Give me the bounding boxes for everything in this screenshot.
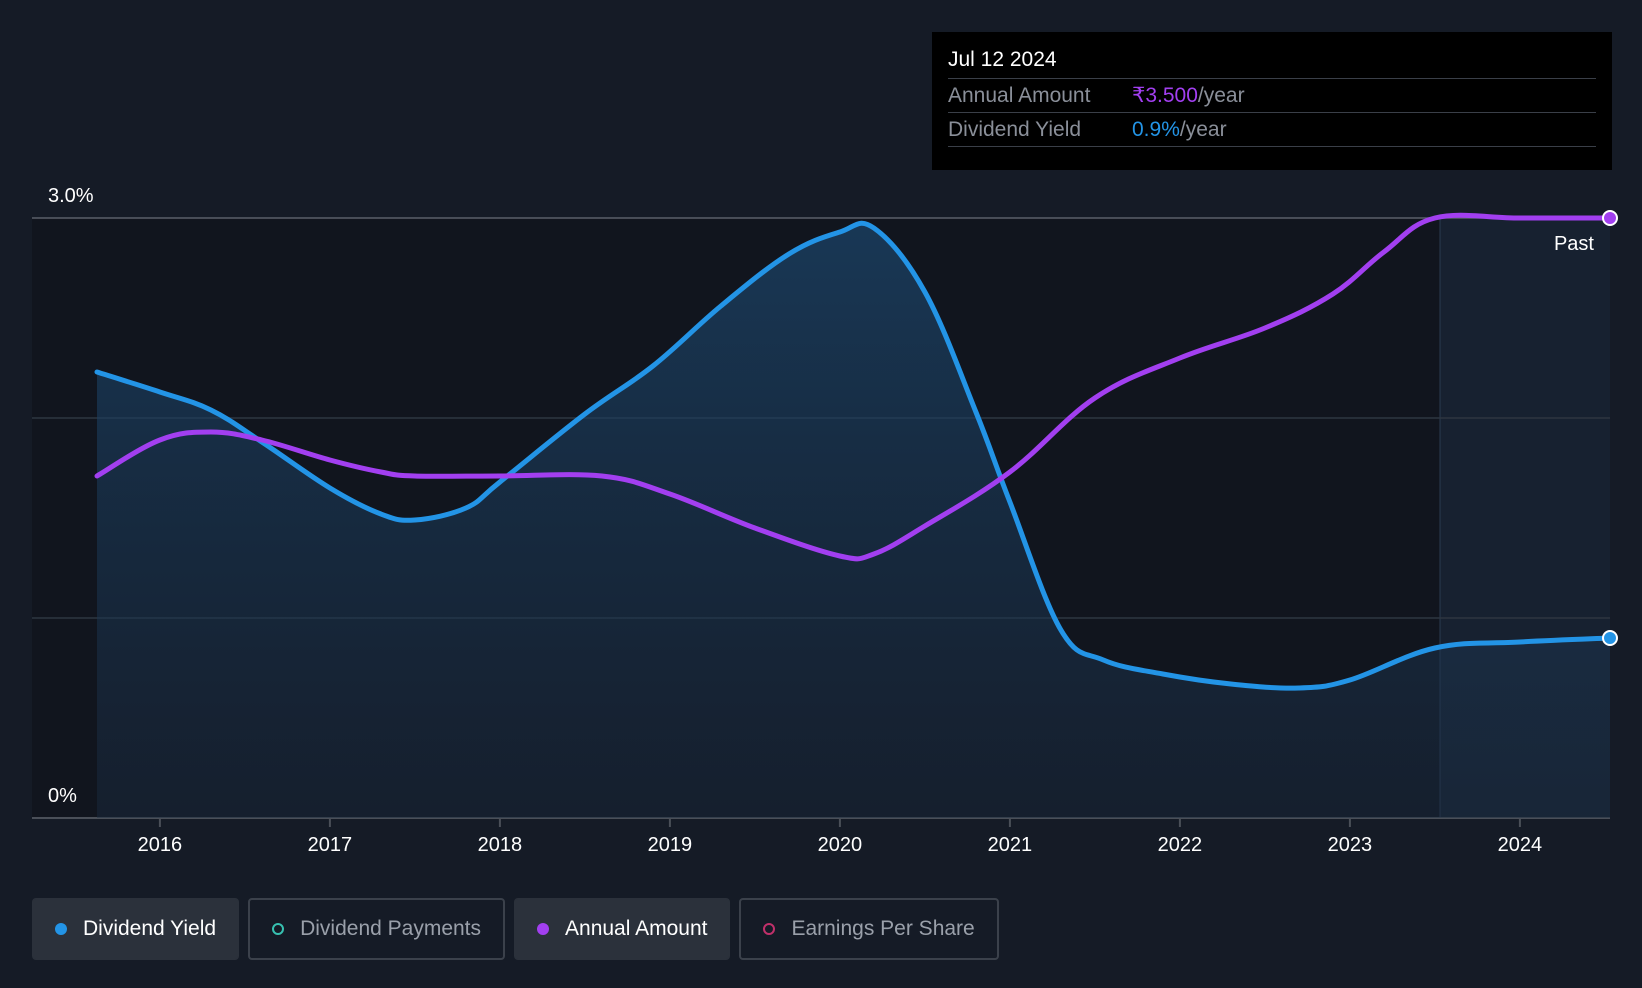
legend-dividend-yield-label: Dividend Yield: [83, 917, 217, 940]
x-tick-label: 2020: [818, 834, 863, 856]
tooltip-annual-amount-value: ₹3.500: [1132, 84, 1198, 107]
x-tick-label: 2023: [1328, 834, 1373, 856]
legend-annual-amount-button[interactable]: Annual Amount: [514, 898, 731, 960]
legend: Dividend Yield Dividend Payments Annual …: [32, 898, 999, 960]
annual-amount-line: [94, 212, 1613, 562]
tooltip-dividend-yield-row: Dividend Yield 0.9% /year: [948, 113, 1596, 147]
legend-earnings-per-share-button[interactable]: Earnings Per Share: [739, 898, 999, 960]
tooltip-dividend-yield-unit: /year: [1179, 118, 1227, 141]
legend-dividend-payments-button[interactable]: Dividend Payments: [248, 898, 506, 960]
earnings-per-share-dot-icon: [763, 923, 776, 935]
dividend-payments-dot-icon: [272, 923, 285, 935]
x-tick-label: 2016: [138, 834, 183, 856]
legend-dividend-yield-button[interactable]: Dividend Yield: [32, 898, 240, 960]
x-tick-label: 2019: [648, 834, 693, 856]
x-tick-label: 2018: [478, 834, 523, 856]
tooltip-annual-amount-label: Annual Amount: [948, 84, 1091, 107]
tooltip-dividend-yield-label: Dividend Yield: [948, 118, 1082, 141]
annual-amount-dot-icon: [537, 923, 550, 935]
legend-annual-amount-label: Annual Amount: [565, 917, 708, 940]
dividend-yield-dot-icon: [55, 923, 67, 935]
dividend-yield-line: [94, 220, 1613, 691]
x-tick-label: 2024: [1498, 834, 1543, 856]
y-tick-label-bottom: 0%: [48, 785, 77, 807]
tooltip-dividend-yield-value: 0.9%: [1132, 118, 1180, 141]
tooltip-annual-amount-unit: /year: [1197, 84, 1245, 107]
dividend-yield-area: [97, 223, 1610, 819]
legend-dividend-payments-label: Dividend Payments: [300, 917, 482, 940]
x-tick-label: 2017: [308, 834, 353, 856]
tooltip-annual-amount-row: Annual Amount ₹3.500 /year: [948, 79, 1596, 113]
past-label: Past: [1554, 233, 1594, 255]
tooltip: Jul 12 2024 Annual Amount ₹3.500 /year D…: [932, 32, 1612, 170]
x-tick-label: 2022: [1158, 834, 1203, 856]
dividend-yield-endpoint[interactable]: [1602, 630, 1618, 646]
x-tick-label: 2021: [988, 834, 1033, 856]
y-tick-label-top: 3.0%: [48, 185, 94, 207]
tooltip-date: Jul 12 2024: [948, 46, 1596, 79]
legend-earnings-per-share-label: Earnings Per Share: [791, 917, 975, 940]
annual-amount-endpoint[interactable]: [1602, 210, 1618, 226]
